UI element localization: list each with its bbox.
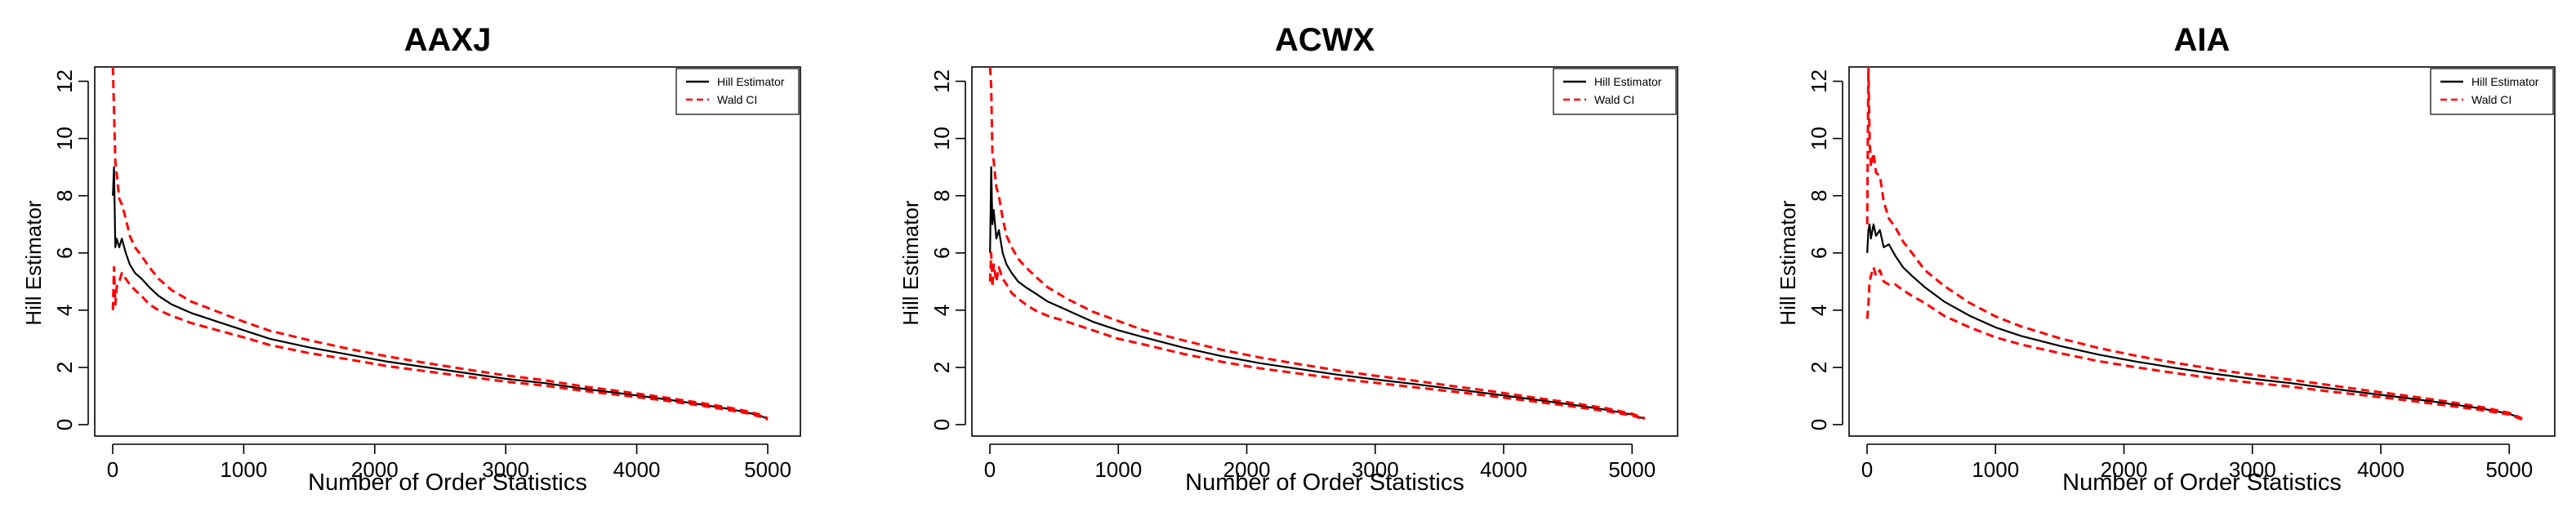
- y-tick-label: 6: [1807, 247, 1831, 259]
- y-tick-label: 10: [929, 127, 954, 150]
- y-tick-label: 10: [52, 127, 77, 150]
- series-line-hill-estimator: [1866, 223, 2523, 421]
- y-tick-label: 8: [929, 189, 954, 201]
- x-tick-label: 5000: [744, 457, 791, 482]
- y-tick-label: 4: [1807, 305, 1831, 316]
- y-tick-label: 12: [929, 69, 954, 93]
- chart-title: AAXJ: [404, 22, 492, 58]
- series-line-hill-estimator: [112, 166, 769, 421]
- y-tick-label: 0: [929, 419, 954, 430]
- y-axis-label: Hill Estimator: [898, 200, 923, 325]
- x-tick-label: 3000: [482, 457, 529, 482]
- x-axis-label: Number of Order Statistics: [2062, 470, 2342, 496]
- plot-frame: [94, 66, 801, 437]
- legend: Hill Estimator Wald CI: [675, 68, 800, 115]
- x-tick-label: 0: [1861, 457, 1873, 482]
- series-line-wald-ci-upper: [111, 67, 769, 420]
- y-tick-label: 8: [1807, 189, 1831, 201]
- legend-label: Wald CI: [2471, 93, 2511, 106]
- x-tick-label: 1000: [1972, 457, 2019, 482]
- y-tick-label: 2: [52, 362, 77, 373]
- y-tick-label: 6: [929, 247, 954, 259]
- x-tick-label: 0: [107, 457, 118, 482]
- legend: Hill Estimator Wald CI: [1553, 68, 1677, 115]
- y-tick-label: 6: [52, 247, 77, 259]
- legend-label: Wald CI: [1594, 93, 1634, 106]
- series-group: [111, 67, 769, 421]
- legend-label: Wald CI: [717, 93, 757, 106]
- chart-panel-aaxj: AAXJ 0 1000 2000 3000 4000 5000 Number of Order…: [21, 22, 801, 496]
- plot-frame: [971, 66, 1678, 437]
- plot-frame: [1848, 66, 2556, 437]
- y-tick-label: 0: [1807, 419, 1831, 430]
- y-tick-label: 2: [929, 362, 954, 373]
- y-tick-label: 4: [929, 305, 954, 316]
- series-group: [1865, 67, 2523, 421]
- y-axis-label: Hill Estimator: [21, 200, 46, 325]
- legend: Hill Estimator Wald CI: [2430, 68, 2554, 115]
- y-tick-label: 10: [1807, 127, 1831, 150]
- x-tick-label: 2000: [1223, 457, 1271, 482]
- x-tick-label: 5000: [1608, 457, 1656, 482]
- chart-title: ACWX: [1275, 22, 1375, 58]
- series-group: [988, 67, 1646, 421]
- x-tick-label: 3000: [1352, 457, 1399, 482]
- y-tick-label: 12: [52, 69, 77, 93]
- x-tick-label: 4000: [2357, 457, 2404, 482]
- x-axis-label: Number of Order Statistics: [1185, 470, 1464, 496]
- x-axis-label: Number of Order Statistics: [308, 470, 587, 496]
- x-tick-label: 1000: [220, 457, 267, 482]
- chart-title: AIA: [2174, 22, 2231, 58]
- series-line-hill-estimator: [989, 166, 1646, 421]
- x-tick-label: 2000: [351, 457, 399, 482]
- x-tick-label: 2000: [2101, 457, 2148, 482]
- legend-label: Hill Estimator: [2471, 75, 2539, 88]
- x-tick-label: 1000: [1094, 457, 1142, 482]
- chart-panel-aia: AIA 0 1000 2000 3000 4000 5000 Number of Order …: [1776, 22, 2556, 496]
- legend-box: [675, 68, 800, 115]
- series-line-wald-ci-lower: [988, 252, 1646, 421]
- series-line-wald-ci-upper: [1865, 67, 2523, 420]
- x-tick-label: 4000: [613, 457, 661, 482]
- legend-label: Hill Estimator: [717, 75, 785, 88]
- y-tick-label: 2: [1807, 362, 1831, 373]
- x-tick-label: 3000: [2229, 457, 2276, 482]
- series-line-wald-ci-lower: [1865, 265, 2523, 421]
- chart-panel-acwx: ACWX 0 1000 2000 3000 4000 5000 Number of Order…: [898, 22, 1678, 496]
- x-tick-label: 5000: [2485, 457, 2533, 482]
- y-tick-label: 12: [1807, 69, 1831, 93]
- x-tick-label: 4000: [1480, 457, 1527, 482]
- y-tick-label: 8: [52, 189, 77, 201]
- x-tick-label: 0: [984, 457, 996, 482]
- legend-box: [1553, 68, 1677, 115]
- y-tick-label: 0: [52, 419, 77, 430]
- legend-label: Hill Estimator: [1594, 75, 1662, 88]
- y-axis-label: Hill Estimator: [1776, 200, 1800, 325]
- y-tick-label: 4: [52, 305, 77, 316]
- legend-box: [2430, 68, 2554, 115]
- series-line-wald-ci-lower: [111, 265, 769, 421]
- series-line-wald-ci-upper: [988, 67, 1646, 420]
